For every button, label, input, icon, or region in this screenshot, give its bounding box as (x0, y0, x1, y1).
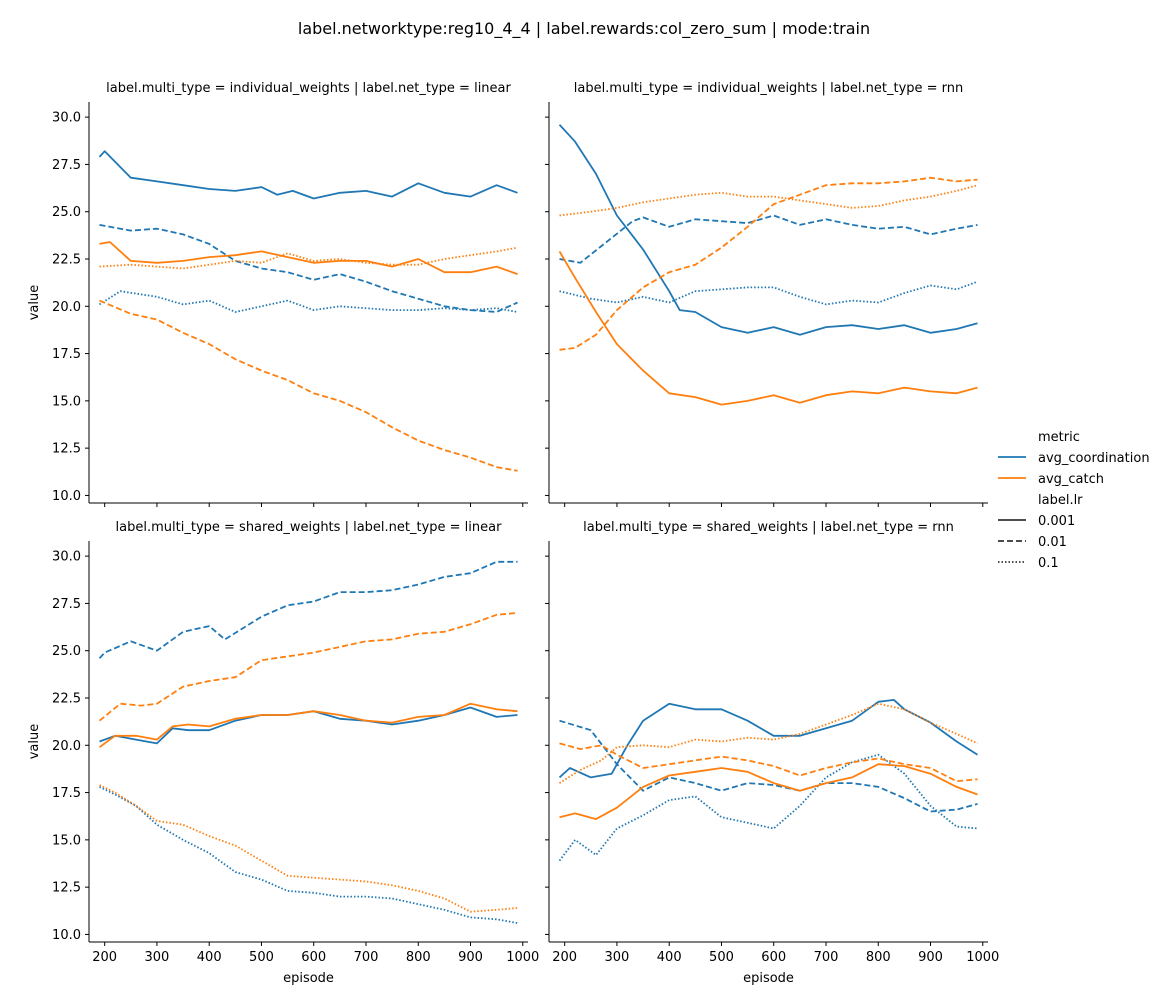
legend-label-lr-001: 0.01 (1038, 535, 1067, 550)
y-tick-label: 22.5 (52, 691, 81, 706)
series-line-avg-catch-lr-001 (99, 299, 518, 472)
x-tick-label: 1000 (506, 950, 539, 965)
y-tick-label: 22.5 (52, 252, 81, 267)
y-axis-label: value (27, 724, 42, 760)
y-tick-label: 27.5 (52, 158, 81, 173)
y-tick-label: 20.0 (52, 300, 81, 315)
y-tick-label: 12.5 (52, 881, 81, 896)
x-tick-label: 500 (709, 950, 734, 965)
series-line-avg-catch-lr-01 (99, 246, 518, 270)
panel-title: label.multi_type = individual_weights | … (574, 81, 964, 96)
x-tick-label: 200 (92, 950, 117, 965)
legend-lr-title: label.lr (1038, 493, 1083, 508)
x-tick-label: 700 (814, 950, 839, 965)
legend-entry-lr-01: 0.1 (998, 556, 1059, 571)
series-line-avg-coordination-lr-0001 (558, 699, 978, 779)
series-line-avg-catch-lr-0001 (558, 250, 978, 406)
facet-panel: label.multi_type = shared_weights | labe… (27, 520, 539, 986)
x-tick-label: 700 (354, 950, 379, 965)
legend-entry-lr-0001: 0.001 (998, 514, 1075, 529)
legend-label-avg-catch: avg_catch (1038, 472, 1104, 487)
panel-title: label.multi_type = individual_weights | … (106, 81, 511, 96)
y-tick-label: 27.5 (52, 597, 81, 612)
y-tick-label: 25.0 (52, 644, 81, 659)
legend-entry-avg-coordination: avg_coordination (998, 451, 1150, 466)
series-line-avg-coordination-lr-01 (99, 290, 518, 313)
series-line-avg-coordination-lr-01 (558, 753, 978, 862)
y-tick-label: 20.0 (52, 739, 81, 754)
series-line-avg-coordination-lr-001 (99, 224, 518, 313)
y-tick-label: 30.0 (52, 111, 81, 126)
legend-label-avg-coordination: avg_coordination (1038, 451, 1150, 466)
series-line-avg-catch-lr-01 (559, 702, 978, 784)
y-tick-label: 10.0 (52, 489, 81, 504)
series-line-avg-catch-lr-001 (559, 742, 978, 783)
x-tick-label: 300 (145, 950, 170, 965)
x-tick-label: 600 (761, 950, 786, 965)
y-tick-label: 30.0 (52, 550, 81, 565)
series-line-avg-catch-lr-0001 (98, 702, 518, 748)
facet-grid: label.multi_type = individual_weights | … (27, 81, 999, 986)
x-tick-label: 900 (458, 950, 483, 965)
legend-entry-avg-catch: avg_catch (998, 472, 1104, 487)
x-tick-label: 400 (197, 950, 222, 965)
y-tick-label: 17.5 (52, 786, 81, 801)
y-axis-label: value (27, 285, 42, 321)
y-tick-label: 12.5 (52, 442, 81, 457)
legend-label-lr-0001: 0.001 (1038, 514, 1075, 529)
y-tick-label: 17.5 (52, 347, 81, 362)
series-line-avg-coordination-lr-001 (559, 214, 978, 264)
series-line-avg-coordination-lr-001 (559, 719, 978, 813)
x-tick-label: 600 (301, 950, 326, 965)
series-line-avg-catch-lr-001 (559, 176, 978, 351)
x-tick-label: 500 (249, 950, 274, 965)
x-axis-label: episode (283, 971, 334, 986)
x-tick-label: 800 (406, 950, 431, 965)
series-line-avg-catch-lr-0001 (99, 241, 518, 275)
series-line-avg-catch-lr-0001 (559, 763, 978, 820)
x-tick-label: 1000 (966, 950, 999, 965)
y-tick-label: 10.0 (52, 928, 81, 943)
facet-panel: label.multi_type = individual_weights | … (545, 81, 988, 507)
x-tick-label: 900 (918, 950, 943, 965)
y-tick-label: 15.0 (52, 394, 81, 409)
panel-title: label.multi_type = shared_weights | labe… (116, 520, 503, 535)
legend-entry-lr-001: 0.01 (998, 535, 1067, 550)
x-tick-label: 300 (605, 950, 630, 965)
facet-panel: label.multi_type = individual_weights | … (27, 81, 528, 507)
series-line-avg-coordination-lr-001 (98, 560, 518, 659)
x-tick-label: 400 (657, 950, 682, 965)
series-line-avg-catch-lr-01 (99, 784, 518, 913)
y-tick-label: 15.0 (52, 833, 81, 848)
facet-panel: label.multi_type = shared_weights | labe… (545, 520, 999, 986)
legend-metric-title: metric (1038, 430, 1080, 445)
x-tick-label: 200 (552, 950, 577, 965)
y-tick-label: 25.0 (52, 205, 81, 220)
series-line-avg-coordination-lr-0001 (558, 124, 978, 336)
x-tick-label: 800 (866, 950, 891, 965)
series-line-avg-catch-lr-01 (559, 184, 978, 217)
panel-title: label.multi_type = shared_weights | labe… (583, 520, 954, 535)
figure-title: label.networktype:reg10_4_4 | label.rewa… (298, 19, 870, 39)
legend: metric avg_coordination avg_catch label.… (998, 430, 1150, 571)
x-axis-label: episode (743, 971, 794, 986)
legend-label-lr-01: 0.1 (1038, 556, 1059, 571)
series-line-avg-catch-lr-001 (98, 612, 518, 722)
series-line-avg-coordination-lr-0001 (98, 150, 518, 200)
